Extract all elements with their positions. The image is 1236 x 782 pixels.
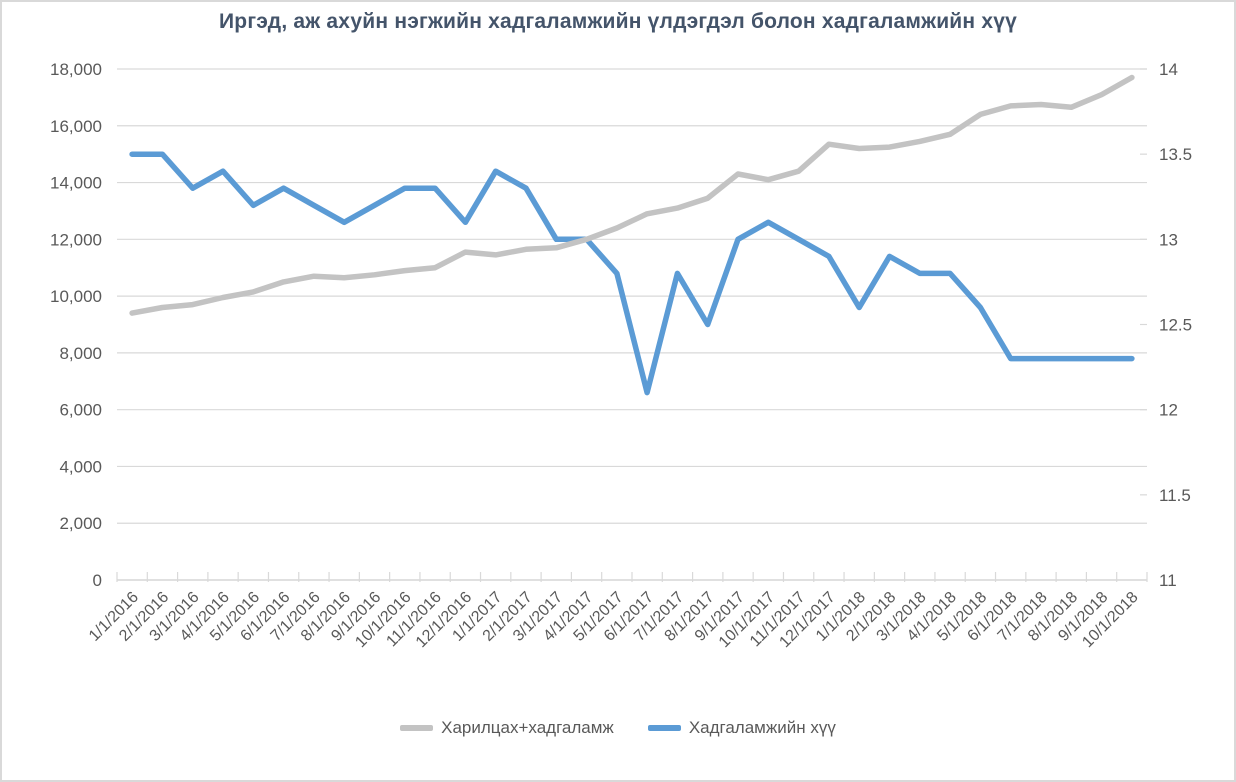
- legend-label-deposits: Харилцах+хадгаламж: [441, 718, 614, 737]
- y-axis-label-left: 14,000: [50, 174, 102, 193]
- y-axis-label-left: 18,000: [50, 60, 102, 79]
- y-axis-label-left: 16,000: [50, 117, 102, 136]
- y-axis-label-right: 13.5: [1159, 145, 1192, 164]
- deposits-line-swatch: [400, 725, 434, 731]
- y-axis-label-left: 6,000: [59, 401, 102, 420]
- y-axis-label-right: 12.5: [1159, 316, 1192, 335]
- y-axis-label-left: 0: [93, 571, 102, 590]
- y-axis-label-right: 11.5: [1159, 486, 1191, 505]
- y-axis-label-right: 13: [1159, 230, 1178, 249]
- legend-item-rate: Хадгаламжийн хүү: [647, 718, 836, 738]
- chart-title: Иргэд, аж ахуйн нэгжийн хадгаламжийн үлд…: [219, 10, 1017, 33]
- series-line-deposits: [129, 74, 1135, 316]
- y-axis-label-right: 14: [1159, 60, 1178, 79]
- y-axis-label-right: 12: [1159, 401, 1178, 420]
- series-line-rate: [129, 151, 1135, 396]
- y-axis-label-left: 10,000: [50, 287, 102, 306]
- legend: Харилцах+хадгаламж Хадгаламжийн хүү: [2, 718, 1234, 738]
- y-axis-label-right: 11: [1159, 571, 1177, 590]
- y-axis-label-left: 8,000: [59, 344, 102, 363]
- y-axis-label-left: 12,000: [50, 230, 102, 249]
- y-axis-label-left: 2,000: [59, 514, 102, 533]
- y-axis-label-left: 4,000: [59, 457, 102, 476]
- legend-label-rate: Хадгаламжийн хүү: [688, 718, 836, 737]
- rate-line-swatch: [647, 725, 681, 731]
- legend-item-deposits: Харилцах+хадгаламж: [400, 718, 614, 738]
